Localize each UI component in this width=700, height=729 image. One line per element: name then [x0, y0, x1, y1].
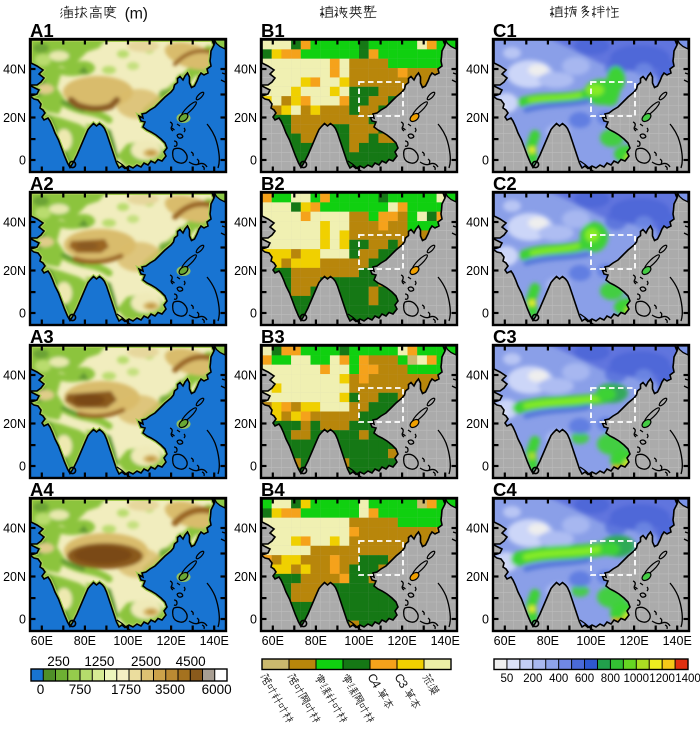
svg-text:80E: 80E: [74, 634, 96, 648]
svg-text:B4: B4: [261, 479, 285, 500]
svg-text:0: 0: [37, 682, 45, 697]
svg-text:40N: 40N: [466, 522, 489, 536]
svg-text:40N: 40N: [3, 369, 26, 383]
svg-text:40N: 40N: [234, 63, 257, 77]
svg-text:3500: 3500: [155, 682, 185, 697]
svg-text:1400: 1400: [675, 673, 700, 685]
svg-text:40N: 40N: [466, 369, 489, 383]
svg-text:C1: C1: [493, 20, 517, 41]
svg-text:C3: C3: [493, 326, 517, 347]
svg-text:400: 400: [549, 673, 568, 685]
svg-text:B2: B2: [261, 173, 285, 194]
svg-text:40N: 40N: [3, 522, 26, 536]
svg-text:A1: A1: [30, 20, 54, 41]
svg-text:0: 0: [19, 154, 26, 168]
svg-text:20N: 20N: [234, 570, 257, 584]
svg-text:20N: 20N: [3, 111, 26, 125]
svg-text:140E: 140E: [200, 634, 229, 648]
svg-text:20N: 20N: [3, 570, 26, 584]
svg-text:40N: 40N: [3, 63, 26, 77]
svg-text:50: 50: [501, 673, 514, 685]
svg-text:0: 0: [250, 307, 257, 321]
svg-text:20N: 20N: [466, 111, 489, 125]
svg-text:0: 0: [19, 613, 26, 627]
svg-text:0: 0: [250, 613, 257, 627]
svg-text:250: 250: [47, 654, 70, 669]
svg-text:60E: 60E: [494, 634, 516, 648]
svg-text:A3: A3: [30, 326, 54, 347]
svg-text:20N: 20N: [3, 264, 26, 278]
svg-text:800: 800: [601, 673, 620, 685]
svg-text:40N: 40N: [466, 216, 489, 230]
svg-text:120E: 120E: [619, 634, 648, 648]
svg-text:40N: 40N: [466, 63, 489, 77]
svg-text:0: 0: [19, 460, 26, 474]
svg-text:80E: 80E: [537, 634, 559, 648]
svg-text:750: 750: [69, 682, 92, 697]
svg-text:20N: 20N: [3, 417, 26, 431]
svg-text:0: 0: [19, 307, 26, 321]
svg-text:B3: B3: [261, 326, 285, 347]
svg-text:140E: 140E: [431, 634, 460, 648]
svg-text:): ): [143, 5, 148, 22]
svg-text:60E: 60E: [31, 634, 53, 648]
svg-text:20N: 20N: [234, 111, 257, 125]
svg-text:0: 0: [482, 154, 489, 168]
svg-text:20N: 20N: [466, 417, 489, 431]
svg-text:100E: 100E: [576, 634, 605, 648]
svg-text:80E: 80E: [305, 634, 327, 648]
svg-text:A4: A4: [30, 479, 54, 500]
svg-text:1200: 1200: [649, 673, 675, 685]
svg-text:20N: 20N: [466, 570, 489, 584]
svg-text:40N: 40N: [234, 522, 257, 536]
svg-text:60E: 60E: [262, 634, 284, 648]
svg-text:20N: 20N: [466, 264, 489, 278]
svg-text:m: m: [130, 5, 143, 22]
svg-text:B1: B1: [261, 20, 285, 41]
svg-text:1250: 1250: [84, 654, 114, 669]
svg-text:200: 200: [523, 673, 542, 685]
svg-text:2500: 2500: [131, 654, 161, 669]
svg-text:20N: 20N: [234, 264, 257, 278]
svg-text:40N: 40N: [234, 216, 257, 230]
svg-text:4500: 4500: [176, 654, 206, 669]
svg-text:120E: 120E: [387, 634, 416, 648]
svg-text:40N: 40N: [234, 369, 257, 383]
svg-text:0: 0: [250, 154, 257, 168]
svg-text:140E: 140E: [663, 634, 692, 648]
svg-text:100E: 100E: [113, 634, 142, 648]
svg-text:1000: 1000: [624, 673, 650, 685]
svg-text:20N: 20N: [234, 417, 257, 431]
svg-text:100E: 100E: [344, 634, 373, 648]
svg-text:40N: 40N: [3, 216, 26, 230]
svg-text:C4: C4: [493, 479, 517, 500]
svg-text:120E: 120E: [156, 634, 185, 648]
svg-text:(: (: [125, 5, 131, 22]
svg-text:C2: C2: [493, 173, 517, 194]
svg-text:0: 0: [482, 613, 489, 627]
svg-text:A2: A2: [30, 173, 54, 194]
svg-text:0: 0: [482, 460, 489, 474]
svg-text:1750: 1750: [111, 682, 141, 697]
svg-text:0: 0: [250, 460, 257, 474]
svg-text:600: 600: [575, 673, 594, 685]
svg-text:0: 0: [482, 307, 489, 321]
svg-text:6000: 6000: [202, 682, 232, 697]
